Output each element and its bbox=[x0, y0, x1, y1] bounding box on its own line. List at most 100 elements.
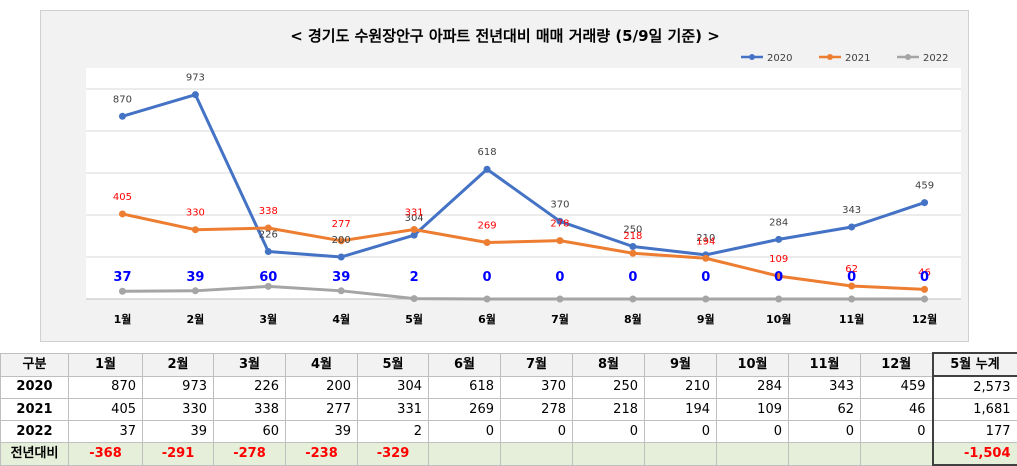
table-cell: 330 bbox=[143, 399, 214, 421]
x-tick-label: 6월 bbox=[478, 312, 496, 326]
header-month: 1월 bbox=[69, 353, 143, 376]
row-label: 2022 bbox=[1, 421, 69, 443]
table-cell: 39 bbox=[286, 421, 358, 443]
data-point-2022 bbox=[775, 296, 782, 303]
data-point-2022 bbox=[119, 288, 126, 295]
table-cell: -368 bbox=[69, 443, 143, 466]
data-label-2020: 459 bbox=[915, 181, 934, 192]
x-tick-label: 5월 bbox=[405, 312, 423, 326]
data-point-2020 bbox=[265, 248, 272, 255]
data-label-2020: 200 bbox=[332, 235, 351, 246]
table-cell bbox=[501, 443, 573, 466]
data-point-2022 bbox=[192, 287, 199, 294]
data-label-2021: 109 bbox=[769, 254, 788, 265]
data-label-2021: 269 bbox=[477, 221, 496, 232]
legend-marker-dot bbox=[749, 54, 755, 60]
data-label-2020: 973 bbox=[186, 73, 205, 84]
data-point-2020 bbox=[775, 236, 782, 243]
data-label-2020: 618 bbox=[477, 147, 496, 158]
diff-row: 전년대비-368-291-278-238-329-1,504 bbox=[1, 443, 1017, 466]
data-label-2021: 194 bbox=[696, 236, 715, 247]
table-cell: -329 bbox=[358, 443, 429, 466]
table-cell: 0 bbox=[429, 421, 501, 443]
data-label-2022: 0 bbox=[628, 270, 637, 285]
table-cell: 109 bbox=[717, 399, 789, 421]
table-cell: 2 bbox=[358, 421, 429, 443]
table-cell bbox=[645, 443, 717, 466]
total-cell: 1,681 bbox=[933, 399, 1017, 421]
table-cell bbox=[789, 443, 861, 466]
table-cell: 0 bbox=[861, 421, 933, 443]
x-tick-label: 7월 bbox=[551, 312, 569, 326]
header-total: 5월 누계 bbox=[933, 353, 1017, 376]
table-cell: 210 bbox=[645, 376, 717, 399]
data-point-2021 bbox=[192, 226, 199, 233]
table-cell: 338 bbox=[214, 399, 286, 421]
header-month: 12월 bbox=[861, 353, 933, 376]
header-month: 11월 bbox=[789, 353, 861, 376]
table-cell: 331 bbox=[358, 399, 429, 421]
legend-marker-dot bbox=[905, 54, 911, 60]
data-point-2022 bbox=[484, 296, 491, 303]
table-cell: 973 bbox=[143, 376, 214, 399]
header-month: 3월 bbox=[214, 353, 286, 376]
table-cell: 62 bbox=[789, 399, 861, 421]
data-point-2021 bbox=[411, 226, 418, 233]
data-point-2022 bbox=[848, 296, 855, 303]
table-cell: -238 bbox=[286, 443, 358, 466]
data-label-2022: 0 bbox=[920, 270, 929, 285]
chart-panel: < 경기도 수원장안구 아파트 전년대비 매매 거래량 (5/9일 기준) >1… bbox=[40, 10, 969, 342]
table-cell: 277 bbox=[286, 399, 358, 421]
data-label-2021: 330 bbox=[186, 208, 205, 219]
header-month: 9월 bbox=[645, 353, 717, 376]
data-label-2022: 0 bbox=[555, 270, 564, 285]
data-point-2020 bbox=[921, 199, 928, 206]
data-label-2022: 0 bbox=[483, 270, 492, 285]
data-point-2020 bbox=[192, 91, 199, 98]
header-month: 7월 bbox=[501, 353, 573, 376]
data-label-2022: 37 bbox=[113, 270, 131, 285]
table-cell: 60 bbox=[214, 421, 286, 443]
total-cell: 177 bbox=[933, 421, 1017, 443]
table-cell: 0 bbox=[789, 421, 861, 443]
table-cell: 46 bbox=[861, 399, 933, 421]
data-label-2022: 0 bbox=[774, 270, 783, 285]
x-tick-label: 11월 bbox=[839, 312, 864, 326]
data-point-2021 bbox=[119, 210, 126, 217]
data-label-2020: 870 bbox=[113, 94, 132, 105]
table-cell: 405 bbox=[69, 399, 143, 421]
total-cell: 2,573 bbox=[933, 376, 1017, 399]
data-point-2021 bbox=[556, 237, 563, 244]
data-label-2021: 331 bbox=[405, 207, 424, 218]
x-tick-label: 12월 bbox=[912, 312, 937, 326]
data-point-2021 bbox=[629, 250, 636, 257]
data-label-2021: 405 bbox=[113, 192, 132, 203]
data-label-2022: 0 bbox=[701, 270, 710, 285]
x-tick-label: 1월 bbox=[114, 312, 132, 326]
table-cell: 0 bbox=[645, 421, 717, 443]
table-cell: 304 bbox=[358, 376, 429, 399]
data-label-2021: 277 bbox=[332, 219, 351, 230]
table-cell: 250 bbox=[573, 376, 645, 399]
data-point-2022 bbox=[921, 296, 928, 303]
row-label: 2020 bbox=[1, 376, 69, 399]
data-point-2020 bbox=[119, 113, 126, 120]
data-point-2021 bbox=[484, 239, 491, 246]
data-point-2022 bbox=[556, 296, 563, 303]
data-label-2021: 278 bbox=[550, 219, 569, 230]
data-point-2021 bbox=[921, 286, 928, 293]
data-label-2021: 338 bbox=[259, 206, 278, 217]
data-label-2020: 370 bbox=[550, 199, 569, 210]
data-point-2022 bbox=[702, 296, 709, 303]
table-cell: 194 bbox=[645, 399, 717, 421]
table-cell: 200 bbox=[286, 376, 358, 399]
table-cell: -278 bbox=[214, 443, 286, 466]
plot-area bbox=[86, 68, 961, 299]
header-month: 6월 bbox=[429, 353, 501, 376]
table-cell bbox=[429, 443, 501, 466]
table-cell: 0 bbox=[501, 421, 573, 443]
data-point-2022 bbox=[629, 296, 636, 303]
